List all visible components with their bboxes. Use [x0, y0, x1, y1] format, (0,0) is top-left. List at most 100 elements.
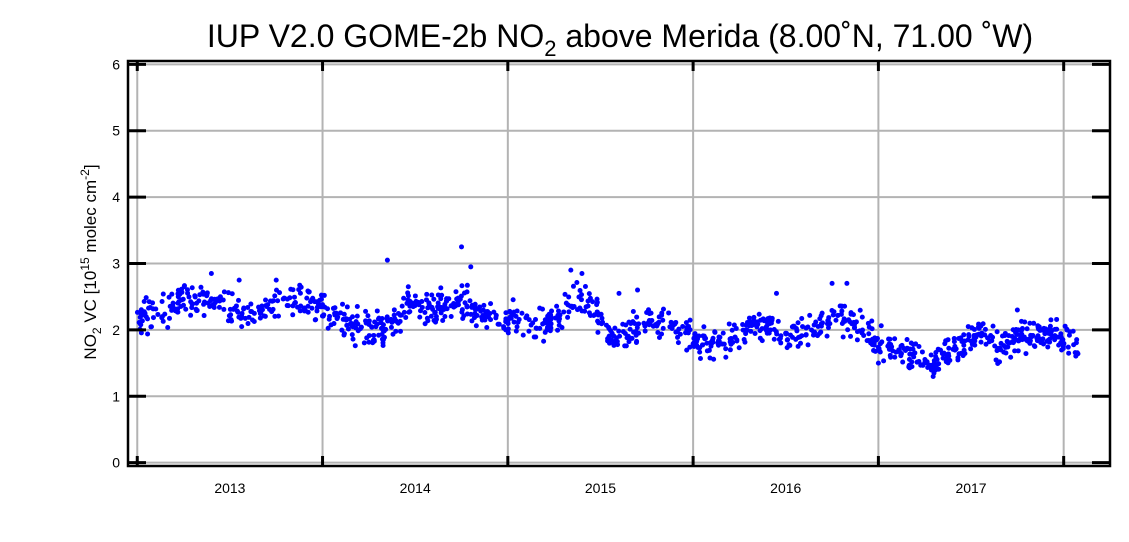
data-point	[656, 335, 662, 341]
data-point	[179, 289, 185, 295]
data-point	[514, 324, 520, 330]
data-point	[391, 307, 397, 313]
data-point	[666, 310, 672, 316]
y-label-vc: VC [10	[81, 271, 100, 328]
data-point	[696, 333, 702, 339]
data-point	[297, 290, 303, 296]
data-point	[723, 346, 729, 352]
data-point	[511, 319, 517, 325]
data-point	[533, 334, 539, 340]
data-point	[308, 299, 314, 305]
data-point	[194, 300, 200, 306]
data-point	[966, 333, 972, 339]
data-point	[938, 347, 944, 353]
data-point	[328, 322, 334, 328]
data-point	[208, 296, 214, 302]
data-point	[982, 332, 988, 338]
data-point	[438, 296, 444, 302]
data-point	[723, 354, 729, 360]
data-point	[258, 310, 264, 316]
data-point	[139, 318, 145, 324]
data-point	[211, 301, 217, 307]
data-point	[900, 359, 906, 365]
data-point	[275, 313, 281, 319]
data-point	[520, 332, 526, 338]
data-point	[955, 357, 961, 363]
y-label-close: ]	[81, 164, 100, 169]
data-point	[860, 327, 865, 333]
data-point	[309, 305, 315, 311]
data-point	[627, 326, 633, 332]
data-point	[577, 305, 583, 311]
data-point	[960, 353, 966, 359]
data-point	[345, 326, 351, 332]
data-point	[817, 316, 823, 322]
data-point	[616, 290, 622, 296]
chart-title: IUP V2.0 GOME-2b NO2 above Merida (8.00˚…	[207, 18, 1033, 61]
data-point	[1045, 344, 1051, 350]
data-point	[583, 304, 589, 310]
data-point	[448, 314, 454, 320]
y-label-no: NO	[81, 334, 100, 360]
data-point	[931, 370, 937, 376]
data-point	[416, 302, 422, 308]
data-point	[479, 317, 485, 323]
data-point	[352, 343, 358, 349]
data-point	[968, 346, 974, 352]
data-point	[385, 318, 391, 324]
data-point	[818, 329, 824, 335]
data-point	[261, 313, 267, 319]
data-point	[599, 315, 605, 321]
data-point	[676, 326, 682, 332]
data-point	[595, 312, 601, 318]
data-point	[483, 313, 489, 319]
data-point	[424, 291, 430, 297]
data-point	[1012, 348, 1018, 354]
data-point	[700, 342, 706, 348]
data-point	[791, 323, 797, 329]
data-point	[292, 299, 298, 305]
data-point	[907, 351, 913, 357]
data-point	[469, 304, 475, 310]
data-point	[794, 328, 800, 334]
data-point	[495, 321, 501, 327]
data-point	[188, 312, 194, 318]
data-point	[175, 291, 181, 297]
data-point	[983, 341, 989, 347]
data-point	[824, 333, 830, 339]
data-point	[879, 339, 885, 345]
data-point	[460, 316, 466, 322]
data-point	[928, 352, 934, 358]
data-point	[435, 292, 441, 298]
data-point	[707, 355, 713, 361]
data-point	[649, 317, 655, 323]
data-point	[143, 295, 149, 301]
data-point	[687, 344, 693, 350]
data-point	[633, 332, 639, 338]
data-point	[886, 336, 892, 342]
data-point	[435, 304, 441, 310]
data-point	[277, 290, 283, 296]
data-point	[913, 341, 919, 347]
data-point	[1064, 327, 1070, 333]
data-point	[393, 328, 399, 334]
data-point	[943, 358, 949, 364]
data-point	[740, 327, 746, 333]
data-point	[267, 306, 272, 312]
data-point	[556, 308, 562, 314]
data-point	[819, 320, 825, 326]
data-point	[675, 334, 681, 340]
data-point	[840, 334, 846, 340]
data-point	[585, 298, 591, 304]
data-point	[284, 303, 290, 309]
data-point	[561, 309, 567, 315]
data-point	[549, 308, 555, 314]
data-point	[295, 304, 301, 310]
data-point	[477, 304, 483, 310]
data-point	[1019, 337, 1025, 343]
data-point	[341, 311, 347, 317]
data-point	[630, 309, 636, 315]
data-point	[951, 339, 957, 345]
data-point	[871, 348, 877, 353]
